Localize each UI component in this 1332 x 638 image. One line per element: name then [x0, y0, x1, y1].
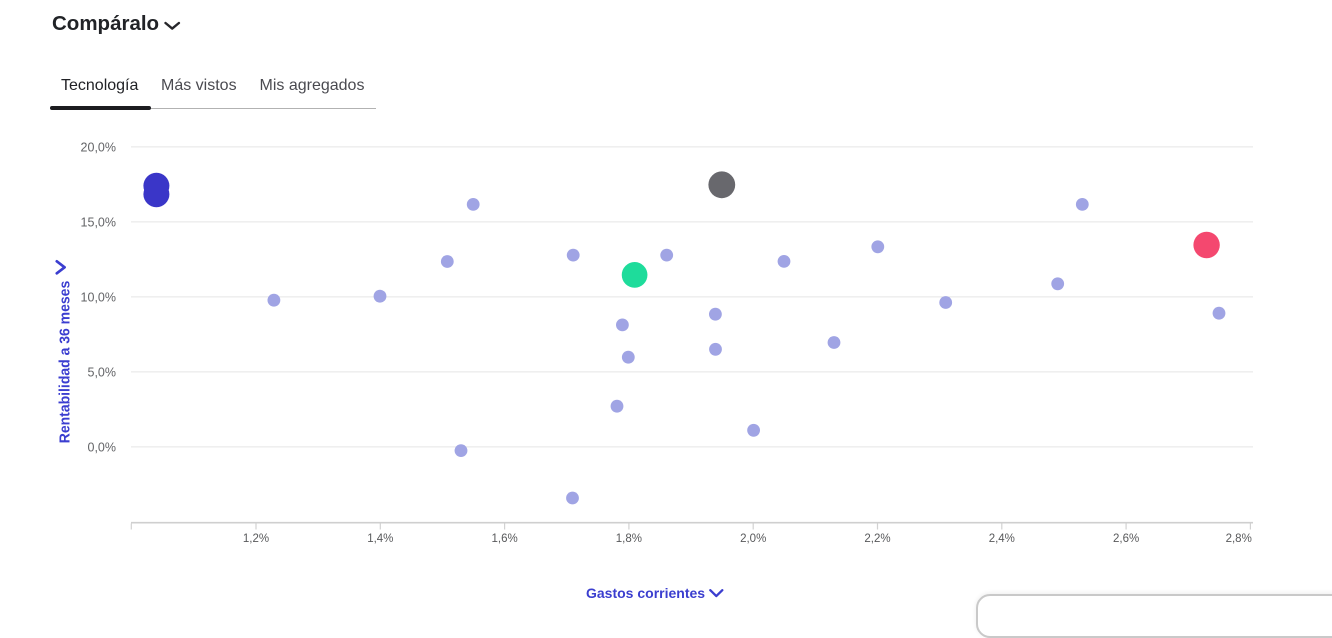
svg-text:2,2%: 2,2% [864, 533, 890, 545]
svg-text:2,8%: 2,8% [1226, 533, 1252, 545]
svg-text:1,6%: 1,6% [491, 533, 517, 545]
svg-text:1,8%: 1,8% [616, 533, 642, 545]
svg-text:20,0%: 20,0% [81, 141, 116, 155]
svg-text:5,0%: 5,0% [88, 366, 117, 380]
svg-text:2,6%: 2,6% [1113, 533, 1139, 545]
svg-text:2,0%: 2,0% [740, 533, 766, 545]
svg-text:15,0%: 15,0% [81, 216, 116, 230]
svg-text:1,4%: 1,4% [367, 533, 393, 545]
svg-text:0,0%: 0,0% [88, 441, 117, 455]
svg-text:1,2%: 1,2% [243, 533, 269, 545]
svg-text:Rentabilidad a 36 meses: Rentabilidad a 36 meses [57, 281, 74, 444]
svg-text:2,4%: 2,4% [989, 533, 1015, 545]
svg-text:10,0%: 10,0% [81, 291, 116, 305]
